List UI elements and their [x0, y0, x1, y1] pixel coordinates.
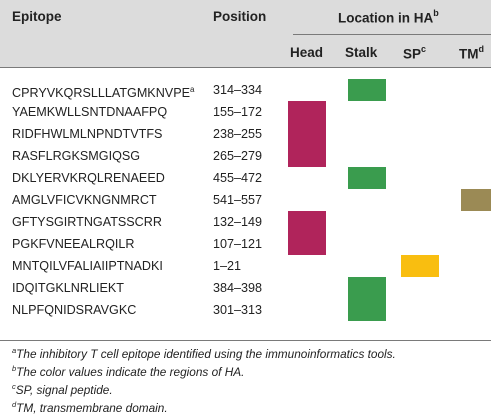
epitope-cell: NLPFQNIDSRAVGKC [12, 303, 137, 317]
footnote: aThe inhibitory T cell epitope identifie… [12, 346, 396, 361]
table-bottom-rule [0, 340, 491, 341]
head-region-swatch [288, 211, 326, 233]
position-cell: 541–557 [213, 193, 263, 207]
position-cell: 301–313 [213, 303, 263, 317]
stalk-region-swatch [348, 167, 386, 189]
col-header-stalk: Stalk [345, 45, 378, 60]
epitope-cell: CPRYVKQRSLLLATGMKNVPEa [12, 85, 195, 101]
epitope-cell: YAEMKWLLSNTDNAAFPQ [12, 105, 168, 119]
head-region-swatch [288, 123, 326, 145]
position-cell: 384–398 [213, 281, 263, 295]
epitope-cell: IDQITGKLNRLIEKT [12, 281, 124, 295]
table-row: DKLYERVKRQLRENAEED 455–472 [0, 167, 491, 189]
position-cell: 238–255 [213, 127, 263, 141]
table-row: GFTYSGIRTNGATSSCRR 132–149 [0, 211, 491, 233]
table-row: YAEMKWLLSNTDNAAFPQ 155–172 [0, 101, 491, 123]
position-cell: 107–121 [213, 237, 263, 251]
table-row: AMGLVFICVKNGNMRCT 541–557 [0, 189, 491, 211]
epitope-cell: RASFLRGKSMGIQSG [12, 149, 141, 163]
position-cell: 1–21 [213, 259, 242, 273]
position-cell: 132–149 [213, 215, 263, 229]
table-row: PGKFVNEEALRQILR 107–121 [0, 233, 491, 255]
position-cell: 314–334 [213, 83, 263, 97]
epitope-cell: MNTQILVFALIAIIPTNADKI [12, 259, 163, 273]
table-row: RIDFHWLMLNPNDTVTFS 238–255 [0, 123, 491, 145]
header-rule [0, 67, 491, 68]
footnote: cSP, signal peptide. [12, 382, 113, 397]
col-header-epitope: Epitope [12, 9, 62, 24]
sp-region-swatch [401, 255, 439, 277]
epitope-cell: GFTYSGIRTNGATSSCRR [12, 215, 162, 229]
position-cell: 455–472 [213, 171, 263, 185]
col-header-tm: TMd [459, 44, 484, 62]
col-header-sp: SPc [403, 44, 427, 62]
head-region-swatch [288, 233, 326, 255]
footnote: bThe color values indicate the regions o… [12, 364, 245, 379]
epitope-cell: PGKFVNEEALRQILR [12, 237, 135, 251]
footnote: dTM, transmembrane domain. [12, 400, 168, 415]
stalk-region-swatch [348, 299, 386, 321]
epitope-cell: DKLYERVKRQLRENAEED [12, 171, 165, 185]
table-row: IDQITGKLNRLIEKT 384–398 [0, 277, 491, 299]
head-region-swatch [288, 101, 326, 123]
head-region-swatch [288, 145, 326, 167]
location-header-rule [293, 34, 491, 35]
table-row: RASFLRGKSMGIQSG 265–279 [0, 145, 491, 167]
table-row: NLPFQNIDSRAVGKC 301–313 [0, 299, 491, 321]
table-row: MNTQILVFALIAIIPTNADKI 1–21 [0, 255, 491, 277]
table-header [0, 0, 491, 67]
tm-region-swatch [461, 189, 491, 211]
position-cell: 265–279 [213, 149, 263, 163]
epitope-cell: AMGLVFICVKNGNMRCT [12, 193, 157, 207]
col-header-location: Location in HAb [338, 8, 439, 26]
stalk-region-swatch [348, 277, 386, 299]
epitope-cell: RIDFHWLMLNPNDTVTFS [12, 127, 163, 141]
position-cell: 155–172 [213, 105, 263, 119]
table-row: CPRYVKQRSLLLATGMKNVPEa 314–334 [0, 79, 491, 101]
col-header-head: Head [290, 45, 324, 60]
stalk-region-swatch [348, 79, 386, 101]
col-header-position: Position [213, 9, 267, 24]
